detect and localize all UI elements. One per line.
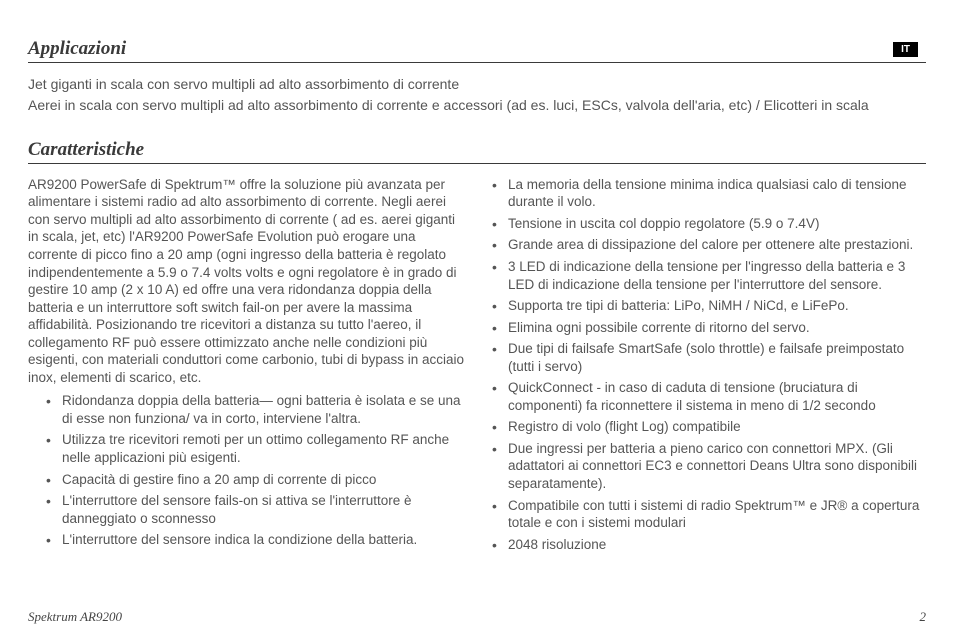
feature-item: Due ingressi per batteria a pieno carico… [508,440,926,493]
features-intro: AR9200 PowerSafe di Spektrum™ offre la s… [28,176,464,387]
feature-item: Tensione in uscita col doppio regolatore… [508,215,926,233]
two-column-layout: AR9200 PowerSafe di Spektrum™ offre la s… [28,176,926,557]
feature-item: Grande area di dissipazione del calore p… [508,236,926,254]
applications-line: Aerei in scala con servo multipli ad alt… [28,96,926,115]
column-right: La memoria della tensione minima indica … [490,176,926,557]
feature-item: 3 LED di indicazione della tensione per … [508,258,926,293]
feature-item: Ridondanza doppia della batteria— ogni b… [62,392,464,427]
feature-item: Supporta tre tipi di batteria: LiPo, NiM… [508,297,926,315]
language-tab: IT [893,42,918,57]
footer-page-number: 2 [920,609,927,625]
document-page: IT Applicazioni Jet giganti in scala con… [0,38,954,635]
feature-item: 2048 risoluzione [508,536,926,554]
feature-list-left: Ridondanza doppia della batteria— ogni b… [28,392,464,548]
feature-item: L'interruttore del sensore indica la con… [62,531,464,549]
section-title-features: Caratteristiche [28,139,926,164]
feature-item: Elimina ogni possibile corrente di ritor… [508,319,926,337]
column-left: AR9200 PowerSafe di Spektrum™ offre la s… [28,176,464,557]
feature-item: Capacità di gestire fino a 20 amp di cor… [62,471,464,489]
feature-item: Due tipi di failsafe SmartSafe (solo thr… [508,340,926,375]
feature-item: Compatibile con tutti i sistemi di radio… [508,497,926,532]
footer-product: Spektrum AR9200 [28,609,122,625]
feature-item: Utilizza tre ricevitori remoti per un ot… [62,431,464,466]
feature-item: Registro di volo (flight Log) compatibil… [508,418,926,436]
section-title-applications: Applicazioni [28,38,926,63]
feature-list-right: La memoria della tensione minima indica … [490,176,926,553]
feature-item: QuickConnect - in caso di caduta di tens… [508,379,926,414]
feature-item: L'interruttore del sensore fails-on si a… [62,492,464,527]
page-footer: Spektrum AR9200 2 [28,609,926,625]
applications-line: Jet giganti in scala con servo multipli … [28,75,926,94]
section-features: Caratteristiche AR9200 PowerSafe di Spek… [28,139,926,557]
section-applications: Applicazioni Jet giganti in scala con se… [28,38,926,115]
feature-item: La memoria della tensione minima indica … [508,176,926,211]
